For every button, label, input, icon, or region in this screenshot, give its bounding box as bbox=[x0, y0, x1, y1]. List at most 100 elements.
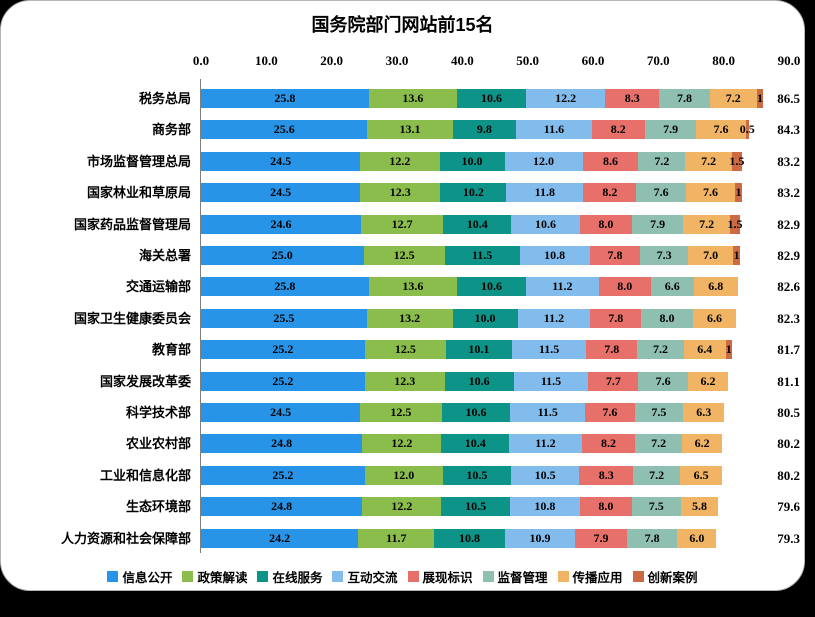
bar-segment: 24.5 bbox=[201, 151, 361, 171]
bar-segment: 12.2 bbox=[525, 89, 606, 108]
segment-value-label: 7.8 bbox=[607, 248, 623, 262]
bar-segment: 10.8 bbox=[509, 497, 580, 517]
total-label: 82.9 bbox=[777, 248, 800, 263]
bar-segment: 7.9 bbox=[631, 214, 684, 234]
bar-segment: 8.2 bbox=[583, 183, 637, 203]
segment-value-label: 10.1 bbox=[468, 342, 490, 357]
bar-row: 农业农村部 24.8 12.2 10.4 11.2 8.2 7.2 6.2 80.2 bbox=[1, 434, 804, 454]
bar-segment: 25.5 bbox=[201, 308, 367, 328]
bar-segment: 25.0 bbox=[201, 246, 364, 265]
segment-value-label: 8.0 bbox=[598, 216, 614, 231]
plot-area: 0.0 10.0 20.0 30.0 40.0 50.0 60.0 70.0 80.0 90.0 … bbox=[1, 1, 804, 590]
legend-label: 互动交流 bbox=[347, 571, 398, 585]
bar-segment: 6.4 bbox=[683, 340, 726, 360]
bar-segment: 6.0 bbox=[677, 528, 717, 548]
segment-value-label: 6.8 bbox=[708, 279, 724, 294]
segment-value-label: 6.6 bbox=[706, 310, 722, 325]
bar-segment: 10.0 bbox=[439, 151, 505, 171]
bar-segment: 7.6 bbox=[638, 371, 688, 391]
segment-value-label: 6.5 bbox=[693, 467, 709, 482]
bar-segment: 7.6 bbox=[585, 403, 635, 422]
bar-row: 商务部 25.6 13.1 9.8 11.6 8.2 7.9 7.6 0.5 84.3 bbox=[1, 120, 804, 140]
stacked-bar: 24.8 12.2 10.5 10.8 8.0 7.5 5.8 bbox=[201, 497, 719, 517]
x-tick-label: 90.0 bbox=[777, 53, 801, 68]
bar-row: 生态环境部 24.8 12.2 10.5 10.8 8.0 7.5 5.8 79.6 bbox=[1, 497, 804, 517]
segment-value-label: 11.2 bbox=[552, 279, 573, 294]
bar-segment: 25.6 bbox=[201, 120, 368, 140]
bar-segment: 12.5 bbox=[363, 246, 445, 265]
bar-segment: 11.6 bbox=[516, 120, 592, 140]
segment-value-label: 5.8 bbox=[692, 499, 708, 514]
total-label: 81.7 bbox=[777, 342, 800, 358]
bar-segment: 10.8 bbox=[519, 246, 590, 265]
segment-value-label: 7.5 bbox=[648, 499, 664, 514]
segment-value-label: 12.2 bbox=[555, 91, 577, 105]
category-label: 海关总署 bbox=[138, 248, 191, 263]
segment-value-label: 10.6 bbox=[534, 216, 556, 231]
bar-segment: 25.2 bbox=[201, 465, 365, 485]
bar-segment: 7.2 bbox=[683, 214, 731, 234]
segment-value-label: 8.3 bbox=[624, 91, 640, 105]
category-label: 科学技术部 bbox=[125, 405, 191, 420]
bar-segment: 10.6 bbox=[444, 371, 514, 391]
bar-segment: 10.4 bbox=[443, 214, 512, 234]
segment-value-label: 12.2 bbox=[391, 436, 413, 451]
x-tick-label: 70.0 bbox=[646, 53, 670, 68]
bar-segment: 10.6 bbox=[511, 214, 580, 234]
bar-segment: 12.3 bbox=[360, 183, 441, 203]
bar-segment: 8.0 bbox=[598, 277, 651, 297]
legend-swatch bbox=[107, 571, 119, 582]
segment-value-label: 13.1 bbox=[399, 122, 421, 137]
segment-value-label: 25.2 bbox=[272, 467, 294, 482]
segment-value-label: 1.5 bbox=[727, 216, 743, 231]
segment-value-label: 1 bbox=[756, 91, 763, 105]
bar-segment: 10.6 bbox=[441, 403, 511, 422]
bar-segment: 8.0 bbox=[579, 497, 632, 517]
bar-segment: 7.9 bbox=[575, 528, 627, 548]
segment-value-label: 8.2 bbox=[601, 436, 617, 451]
total-label: 84.3 bbox=[777, 122, 800, 138]
segment-value-label: 12.2 bbox=[391, 499, 413, 514]
legend-item: 监督管理 bbox=[482, 567, 548, 586]
segment-value-label: 8.0 bbox=[617, 279, 633, 294]
segment-value-label: 11.8 bbox=[534, 185, 555, 200]
x-tick-label: 10.0 bbox=[254, 53, 278, 68]
category-label: 国家药品监督管理局 bbox=[73, 216, 191, 232]
legend-swatch bbox=[407, 571, 419, 582]
bar-segment: 7.6 bbox=[696, 120, 746, 140]
segment-value-label: 12.5 bbox=[394, 342, 416, 357]
bar-segment: 8.2 bbox=[591, 120, 645, 140]
x-tick-label: 20.0 bbox=[320, 53, 344, 68]
bar-segment: 7.2 bbox=[709, 89, 757, 108]
x-tick-label: 50.0 bbox=[516, 53, 540, 68]
category-label: 人力资源和社会保障部 bbox=[60, 530, 191, 546]
segment-value-label: 12.3 bbox=[389, 185, 411, 200]
bar-segment: 24.5 bbox=[201, 183, 361, 203]
total-label: 79.6 bbox=[777, 499, 800, 515]
legend-swatch bbox=[557, 571, 569, 582]
segment-value-label: 25.6 bbox=[273, 122, 295, 137]
bar-segment: 5.8 bbox=[680, 497, 719, 517]
bar-segment: 7.8 bbox=[586, 340, 638, 360]
bar-segment: 11.5 bbox=[513, 371, 589, 391]
bar-segment: 10.5 bbox=[442, 465, 512, 485]
bar-segment: 6.5 bbox=[680, 465, 723, 485]
x-tick-label: 30.0 bbox=[385, 53, 409, 68]
bar-segment: 10.5 bbox=[511, 465, 580, 485]
legend-label: 展现标识 bbox=[422, 571, 473, 585]
segment-value-label: 7.8 bbox=[604, 342, 620, 357]
bar-segment: 9.8 bbox=[452, 120, 517, 140]
segment-value-label: 24.8 bbox=[271, 436, 293, 451]
x-tick-label: 0.0 bbox=[192, 53, 210, 68]
category-label: 税务总局 bbox=[138, 91, 191, 106]
bar-row: 工业和信息化部 25.2 12.0 10.5 10.5 8.3 7.2 6.5 80.2 bbox=[1, 465, 804, 485]
legend-label: 创新案例 bbox=[647, 571, 698, 585]
segment-value-label: 8.6 bbox=[602, 153, 618, 168]
bar-segment: 24.8 bbox=[201, 434, 363, 454]
segment-value-label: 1.5 bbox=[729, 153, 745, 168]
segment-value-label: 11.6 bbox=[543, 122, 565, 137]
segment-value-label: 12.2 bbox=[389, 153, 411, 168]
segment-value-label: 7.5 bbox=[651, 405, 667, 419]
bar-segment: 7.7 bbox=[588, 371, 639, 391]
segment-value-label: 7.2 bbox=[654, 153, 670, 168]
